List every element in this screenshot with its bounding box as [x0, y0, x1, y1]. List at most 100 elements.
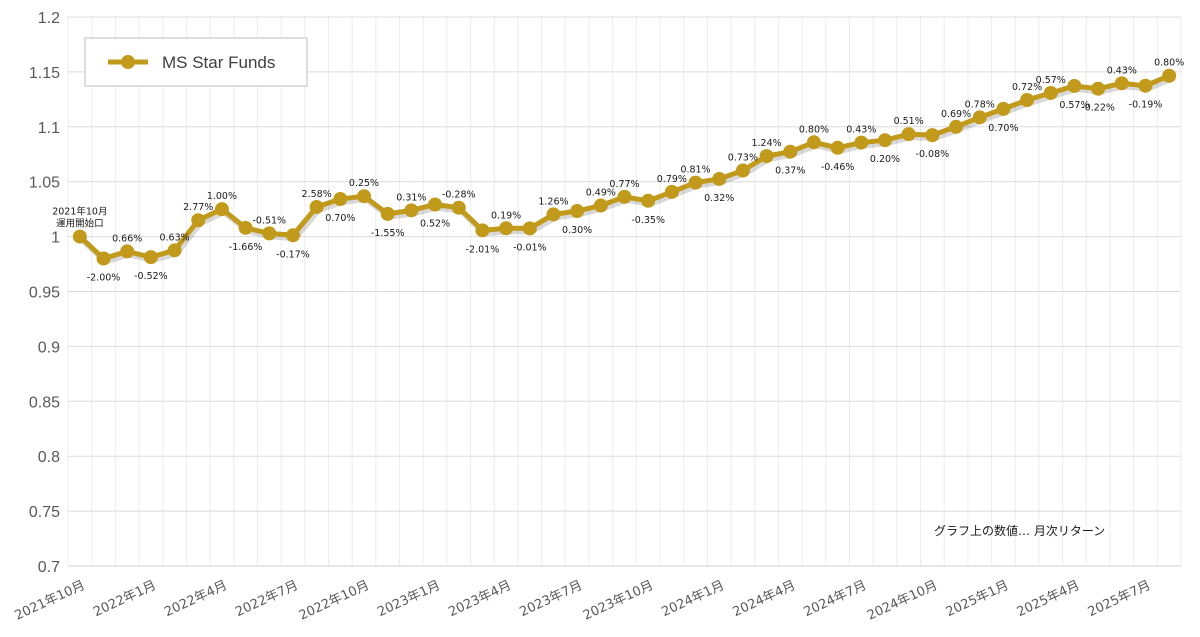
data-label: 0.78% — [965, 99, 995, 110]
data-point — [380, 206, 395, 221]
y-tick-label: 0.8 — [38, 449, 60, 466]
data-point — [925, 128, 940, 143]
data-label: 0.43% — [846, 125, 876, 136]
x-tick-label: 2023年7月 — [517, 578, 584, 620]
data-point — [120, 244, 135, 259]
x-tick-label: 2022年1月 — [91, 578, 158, 620]
data-label: -0.52% — [134, 271, 168, 282]
x-tick-label: 2024年1月 — [660, 578, 727, 620]
y-tick-label: 1.2 — [38, 10, 60, 27]
data-label: 0.81% — [680, 165, 710, 176]
data-point — [309, 199, 324, 214]
data-point — [759, 149, 774, 164]
legend: MS Star Funds — [84, 37, 308, 87]
data-point — [285, 228, 300, 243]
data-label: -0.28% — [442, 190, 476, 201]
data-label: 0.57% — [1036, 75, 1066, 86]
data-point — [451, 200, 466, 215]
data-point — [688, 175, 703, 190]
data-point — [191, 213, 206, 228]
data-label: -1.55% — [371, 228, 405, 239]
data-label: 0.72% — [1012, 82, 1042, 93]
data-point — [428, 197, 443, 212]
data-point — [641, 193, 656, 208]
data-label: 0.31% — [396, 192, 426, 203]
data-point — [901, 127, 916, 142]
x-tick-label: 2023年4月 — [446, 578, 513, 620]
data-point — [854, 135, 869, 150]
x-tick-label: 2022年4月 — [162, 578, 229, 620]
data-label: 1.00% — [207, 191, 237, 202]
data-label: -0.22% — [1081, 103, 1115, 114]
data-label: 0.73% — [728, 153, 758, 164]
y-tick-label: 0.75 — [29, 504, 60, 521]
data-label: 0.25% — [349, 178, 379, 189]
y-tick-label: 1.05 — [29, 175, 60, 192]
data-point — [499, 221, 514, 236]
data-point — [996, 101, 1011, 116]
data-point — [1020, 93, 1035, 108]
data-label: -0.19% — [1129, 100, 1163, 111]
data-label: 0.80% — [1154, 58, 1184, 69]
data-label: 0.51% — [894, 116, 924, 127]
data-label: 0.19% — [491, 210, 521, 221]
y-tick-label: 1 — [51, 230, 60, 247]
x-tick-label: 2024年7月 — [802, 578, 869, 620]
data-point — [830, 140, 845, 155]
data-point — [1067, 78, 1082, 93]
data-point — [783, 144, 798, 159]
data-point — [333, 192, 348, 207]
x-tick-label: 2023年10月 — [581, 578, 656, 624]
data-label: 0.79% — [657, 174, 687, 185]
data-label: 0.52% — [420, 219, 450, 230]
data-label: -0.08% — [916, 149, 950, 160]
x-tick-label: 2023年1月 — [375, 578, 442, 620]
data-point — [357, 189, 372, 204]
data-label: -2.01% — [466, 244, 500, 255]
data-point — [570, 204, 585, 219]
data-point — [214, 202, 229, 217]
y-tick-label: 0.9 — [38, 339, 60, 356]
data-label: -0.46% — [821, 162, 855, 173]
data-label: 0.66% — [112, 233, 142, 244]
data-label: 0.70% — [325, 213, 355, 224]
annotation-note: グラフ上の数値… 月次リターン — [934, 523, 1105, 538]
data-label: 0.77% — [609, 179, 639, 190]
data-label: 2.77% — [183, 202, 213, 213]
data-label: -0.01% — [513, 242, 547, 253]
data-label: -2.00% — [87, 273, 121, 284]
legend-marker-icon — [121, 55, 135, 69]
data-point — [806, 135, 821, 150]
data-label: 0.37% — [775, 166, 805, 177]
data-point — [96, 251, 111, 266]
data-point — [262, 226, 277, 241]
data-point — [1043, 85, 1058, 100]
data-label: 0.70% — [988, 123, 1018, 134]
data-label: 0.69% — [941, 109, 971, 120]
data-label: 0.20% — [870, 154, 900, 165]
x-tick-label: 2025年1月 — [944, 578, 1011, 620]
data-point — [617, 189, 632, 204]
x-tick-label: 2022年7月 — [233, 578, 300, 620]
data-label: 0.43% — [1107, 65, 1137, 76]
y-tick-label: 1.1 — [38, 120, 60, 137]
x-tick-label: 2024年10月 — [865, 578, 940, 624]
data-point — [167, 243, 182, 258]
y-tick-label: 1.15 — [29, 65, 60, 82]
x-tick-label: 2025年7月 — [1086, 578, 1153, 620]
data-label: 0.80% — [799, 124, 829, 135]
data-label: 0.30% — [562, 225, 592, 236]
data-point — [712, 171, 727, 186]
data-label: -0.51% — [252, 215, 286, 226]
data-label: 1.26% — [538, 196, 568, 207]
data-point — [593, 198, 608, 213]
x-tick-label: 2024年4月 — [731, 578, 798, 620]
y-tick-label: 0.85 — [29, 394, 60, 411]
y-tick-label: 0.95 — [29, 285, 60, 302]
data-point — [949, 119, 964, 134]
data-point — [972, 110, 987, 125]
data-label: 2.58% — [302, 189, 332, 200]
data-label: 0.63% — [159, 232, 189, 243]
data-point — [877, 133, 892, 148]
